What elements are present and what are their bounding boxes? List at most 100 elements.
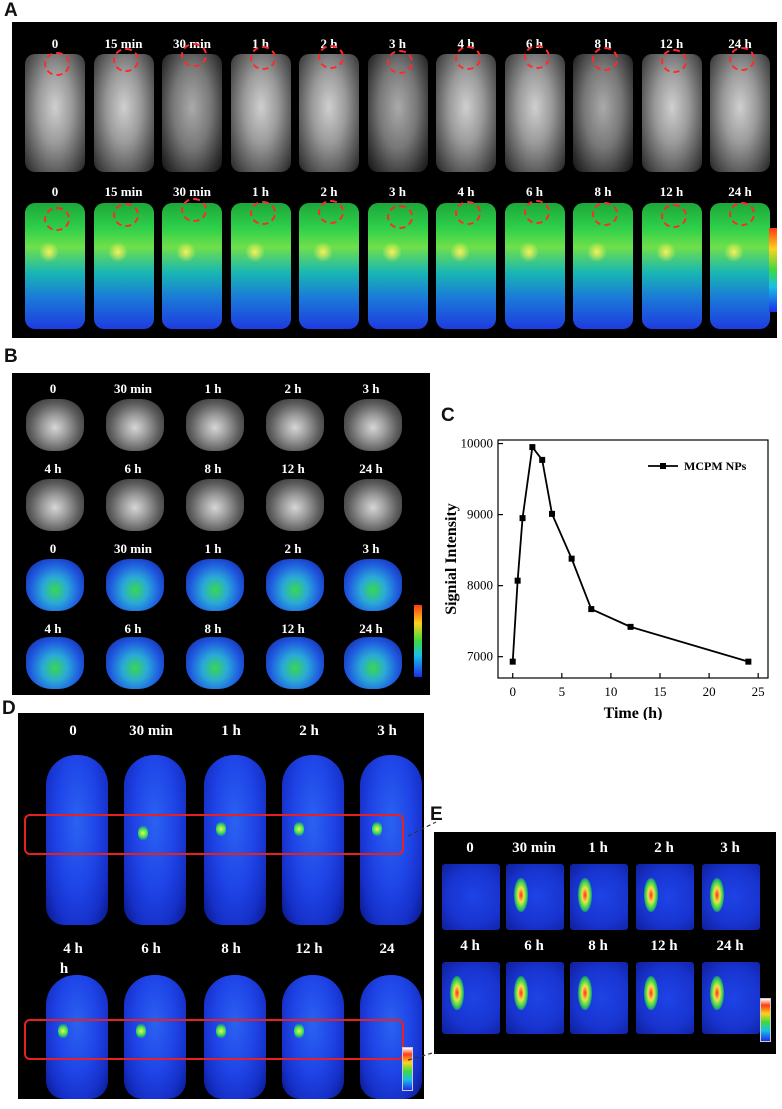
mri-pseudocolor-tile	[299, 203, 359, 329]
region-circle	[592, 47, 618, 71]
time-label: 6 h	[524, 938, 544, 954]
mri-grayscale-tile	[299, 54, 359, 172]
time-label: 12 h	[295, 941, 323, 957]
time-label: 3 h	[389, 36, 406, 51]
time-label: 6 h	[124, 461, 142, 476]
time-label: 30 min	[173, 184, 211, 199]
x-tick-label: 20	[703, 684, 716, 699]
time-label: 30 min	[129, 723, 173, 739]
mri-chest-pseudocolor	[266, 637, 324, 689]
time-label: 4 h	[44, 621, 62, 636]
fluorescence-hotspot	[644, 878, 658, 912]
panel-e-letter: E	[430, 804, 443, 825]
time-label: 12 h	[281, 461, 305, 476]
mri-pseudocolor-tile	[230, 203, 291, 329]
plot-frame	[497, 439, 769, 679]
region-circle	[249, 46, 276, 70]
mri-chest-pseudocolor	[344, 559, 402, 611]
mri-grayscale-tile	[504, 54, 565, 172]
colorbar	[402, 1047, 413, 1091]
zoomed-region-image	[636, 962, 694, 1034]
time-label: 24 h	[359, 621, 383, 636]
region-circle	[523, 200, 550, 224]
mri-chest-grayscale	[106, 479, 164, 531]
fluorescence-hotspot	[372, 821, 382, 837]
time-label: 30 min	[114, 381, 152, 396]
time-label: 1 h	[588, 840, 608, 856]
x-axis-label: Time (h)	[604, 705, 663, 720]
time-label: 0	[51, 36, 59, 51]
panel-b-image: 0 30 min 1 h 2 h 3 h 4 h 6 h 8 h 12 h 24 h 0 30 min…	[12, 373, 430, 695]
region-circle	[181, 43, 207, 67]
mouse-fluorescence-image	[124, 975, 186, 1099]
x-tick-label: 15	[654, 684, 667, 699]
panel-a-letter: A	[4, 0, 18, 21]
mri-chest-pseudocolor	[106, 559, 164, 611]
mri-chest-grayscale	[266, 399, 324, 451]
mouse-fluorescence-image	[204, 975, 266, 1099]
region-circle	[455, 201, 481, 225]
y-tick-label: 10000	[461, 436, 494, 451]
panel-b-letter: B	[4, 346, 18, 367]
mri-grayscale-tile	[436, 54, 496, 172]
region-circle	[44, 207, 70, 231]
x-tick-label: 10	[604, 684, 617, 699]
mouse-fluorescence-image	[360, 755, 422, 925]
mri-pseudocolor-tile	[162, 203, 222, 329]
mri-chest-pseudocolor	[266, 559, 324, 611]
time-label: 1 h	[221, 723, 241, 739]
mouse-fluorescence-image	[46, 975, 108, 1099]
time-label: 12 h	[650, 938, 678, 954]
time-label: 0	[69, 723, 77, 739]
time-label: 4 h	[457, 184, 475, 199]
fluorescence-hotspot	[514, 878, 528, 912]
time-label: 8 h	[221, 941, 241, 957]
time-label: 30 min	[114, 541, 152, 556]
time-label: 0	[49, 541, 57, 556]
mri-chest-pseudocolor	[26, 559, 84, 611]
fluorescence-hotspot	[138, 825, 148, 841]
highlight-rectangle	[24, 814, 404, 855]
data-point	[539, 456, 546, 463]
time-label: 1 h	[204, 381, 222, 396]
region-circle	[318, 45, 344, 69]
fluorescence-hotspot	[450, 976, 464, 1010]
panel-d-letter: D	[2, 698, 16, 719]
fluorescence-hotspot	[514, 976, 528, 1010]
zoomed-region-image	[506, 962, 564, 1034]
time-label: 24 h	[716, 938, 744, 954]
data-point	[519, 515, 526, 522]
mri-grayscale-tile	[710, 54, 770, 172]
colorbar	[760, 998, 771, 1042]
time-label: 6 h	[526, 184, 543, 199]
region-circle	[112, 203, 139, 227]
data-point	[745, 658, 752, 665]
region-circle	[660, 49, 687, 73]
time-label: 15 min	[104, 184, 143, 199]
fluorescence-hotspot	[710, 976, 724, 1010]
time-label: 8 h	[588, 938, 608, 954]
fluorescence-hotspot	[136, 1023, 146, 1039]
mri-chest-grayscale	[186, 479, 244, 531]
fluorescence-hotspot	[58, 1023, 68, 1039]
time-label: 3 h	[377, 723, 397, 739]
data-point	[509, 658, 516, 665]
time-label: 1 h	[204, 541, 222, 556]
time-label: 24 h	[359, 461, 383, 476]
x-tick-label: 25	[752, 684, 765, 699]
legend-label: MCPM NPs	[684, 459, 747, 473]
y-tick-label: 9000	[467, 507, 493, 522]
time-label: 4 h	[44, 461, 62, 476]
region-circle	[44, 52, 70, 76]
legend-marker	[660, 463, 666, 469]
data-point	[568, 555, 575, 562]
mri-chest-grayscale	[344, 399, 402, 451]
time-label: 3 h	[362, 541, 380, 556]
time-label: 0	[49, 381, 57, 396]
fluorescence-hotspot	[294, 821, 304, 837]
mri-grayscale-tile	[93, 54, 154, 172]
time-label: 2 h	[654, 840, 674, 856]
panel-c-chart: 0 5 10 15 20 25 7000 8000 9000 10000 Time (h) Signi…	[443, 436, 769, 720]
time-label: 2 h	[299, 723, 319, 739]
